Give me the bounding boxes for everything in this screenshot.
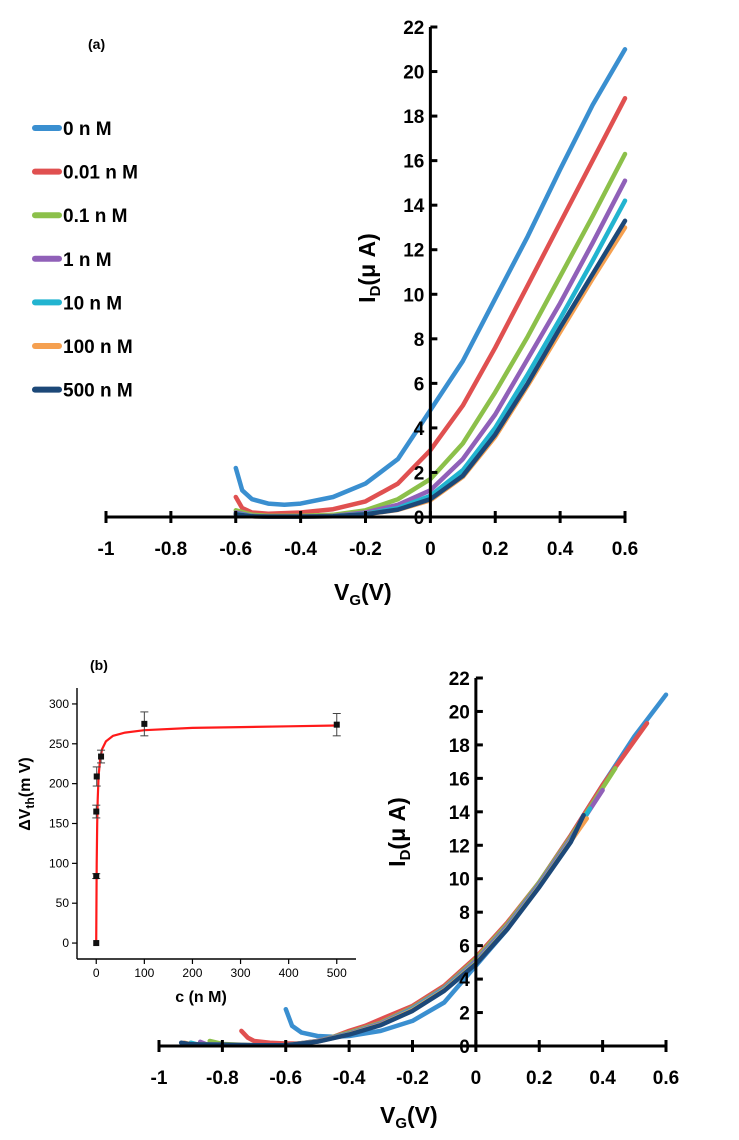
inset-fit-line [95,724,337,944]
panel-a-x-tick-label-5: 0 [425,539,436,560]
panel-b-x-tick-label-8: 0.6 [653,1068,679,1089]
inset-y-tick-label-5: 250 [49,737,69,751]
panel-a-x-tick-label-7: 0.4 [547,539,574,560]
panel-a-y-axis-title: ID(μ A) [354,233,384,303]
panel-a-x-tick-label-0: -1 [98,539,115,560]
panel-b-y-axis-title: ID(μ A) [384,797,414,867]
inset-y-tick-label-1: 50 [56,896,70,910]
inset-data-point-0 [93,940,100,947]
panel-a-x-tick-label-8: 0.6 [612,539,638,560]
panel-a-y-tick-label-2: 4 [414,419,425,440]
panel-a-y-tick-label-6: 12 [403,241,424,262]
inset-y-tick-label-3: 150 [49,817,69,831]
inset-x-tick-label-4: 400 [279,966,299,980]
panel-b-x-tick-label-4: -0.2 [396,1068,429,1089]
inset-data-point-1 [93,873,100,880]
panel-b-y-tick-label-2: 4 [459,970,470,991]
panel-a-x-tick-label-4: -0.2 [349,539,382,560]
inset-y-tick-label-6: 300 [49,697,69,711]
panel-a-y-tick-label-7: 14 [403,196,425,217]
panel-a-y-tick-label-8: 16 [403,152,424,173]
panel-b-label: (b) [90,657,108,673]
inset-data-point-3 [93,773,100,780]
panel-a-x-tick-label-6: 0.2 [482,539,508,560]
panel-b-axes: -1 -0.8 -0.6 -0.4 -0.2 0 0.2 0.4 0.6 0 2 4 6 8 10 12 14 1… [151,669,680,1089]
panel-b-y-tick-label-5: 10 [449,870,470,891]
inset-data-point-2 [93,808,100,815]
panel-b: (b) -1 -0.8 -0.6 -0.4 -0.2 0 0.2 0.4 0.6 0 2 4 6 8 10 1… [90,657,679,1132]
panel-b-y-tick-label-6: 12 [449,836,470,857]
panel-b-x-tick-label-6: 0.2 [526,1068,552,1089]
inset-x-tick-label-3: 300 [231,966,251,980]
panel-a-legend-label-4: 10 n M [63,293,122,314]
panel-a-axes: -1 -0.8 -0.6 -0.4 -0.2 0 0.2 0.4 0.6 0 2 4 6 8 10 12 14 1… [98,18,639,560]
panel-b-y-tick-label-10: 20 [449,702,470,723]
panel-b-y-tick-label-1: 2 [459,1004,470,1025]
panel-a-x-axis-title: VG(V) [334,579,392,609]
inset-x-tick-label-2: 200 [182,966,202,980]
panel-a: (a) -1 -0.8 -0.6 -0.4 -0.2 0 0.2 0.4 0.6 0 2 4 6 8 10 1… [32,18,639,609]
panel-a-y-tick-label-3: 6 [414,374,425,395]
inset-data-point-4 [98,753,105,760]
panel-a-x-tick-label-3: -0.4 [284,539,317,560]
inset-x-tick-label-5: 500 [327,966,347,980]
panel-a-legend-label-3: 1 n M [63,250,112,271]
inset-x-axis-title: c (n M) [175,989,227,1006]
panel-a-x-tick-label-2: -0.6 [219,539,252,560]
panel-b-x-tick-label-0: -1 [151,1068,168,1089]
panel-a-y-tick-label-9: 18 [403,107,424,128]
panel-b-x-tick-label-5: 0 [471,1068,482,1089]
inset-data-point-5 [141,720,148,727]
panel-b-y-tick-label-3: 6 [459,937,470,958]
inset-x-tick-label-1: 100 [134,966,154,980]
panel-b-x-tick-label-1: -0.8 [206,1068,239,1089]
panel-b-y-tick-label-11: 22 [449,669,470,690]
panel-b-x-tick-label-7: 0.4 [589,1068,616,1089]
panel-a-label: (a) [88,36,105,52]
panel-b-y-tick-label-0: 0 [459,1037,470,1058]
panel-b-series-line-5 [182,816,590,1048]
inset-y-axis-title: ΔVth(m V) [17,757,37,831]
panel-a-y-tick-label-10: 20 [403,63,424,84]
panel-b-series-line-6 [178,812,586,1048]
inset-y-tick-label-4: 200 [49,777,69,791]
inset-x-tick-label-0: 0 [93,966,100,980]
panel-a-series-line-1 [233,96,628,516]
panel-b-x-tick-label-2: -0.6 [269,1068,302,1089]
inset-y-tick-label-2: 100 [49,856,69,870]
panel-b-y-tick-label-8: 16 [449,769,470,790]
panel-a-y-tick-label-4: 8 [414,330,425,351]
panel-a-y-tick-label-5: 10 [403,285,424,306]
panel-b-y-tick-label-4: 8 [459,903,470,924]
panel-a-legend: 0 n M 0.01 n M 0.1 n M 1 n M 10 n M 100 n M 50… [32,119,138,402]
panel-a-y-tick-label-1: 2 [414,463,425,484]
inset-fit [95,724,337,944]
panel-b-y-tick-label-7: 14 [449,803,471,824]
panel-a-y-tick-label-0: 0 [414,508,425,529]
panel-b-x-tick-label-3: -0.4 [333,1068,366,1089]
inset-data-point-6 [333,721,340,728]
panel-a-x-tick-label-1: -0.8 [155,539,188,560]
inset-chart: 0 100 200 300 400 500 0 50 100 150 200 250 300 c (n … [17,688,356,1006]
inset-points [92,711,341,947]
panel-a-legend-label-0: 0 n M [63,119,112,140]
inset-axes: 0 100 200 300 400 500 0 50 100 150 200 250 300 [49,688,356,980]
panel-a-series-line-0 [233,47,628,508]
panel-a-legend-label-5: 100 n M [63,337,133,358]
panel-a-y-tick-label-11: 22 [403,18,424,39]
panel-b-y-tick-label-9: 18 [449,736,470,757]
inset-y-tick-label-0: 0 [62,936,69,950]
panel-b-x-axis-title: VG(V) [380,1102,438,1132]
panel-a-legend-label-1: 0.01 n M [63,163,138,184]
panel-a-legend-label-2: 0.1 n M [63,206,127,227]
panel-b-series-line-1 [239,720,650,1046]
panel-b-curves [178,692,669,1048]
panel-a-legend-label-6: 500 n M [63,381,133,402]
